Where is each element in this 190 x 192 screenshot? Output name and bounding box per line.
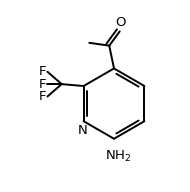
Text: F: F [39,65,47,78]
Text: N: N [78,124,87,137]
Text: O: O [115,16,126,29]
Text: NH$_2$: NH$_2$ [105,149,131,164]
Text: F: F [39,78,47,91]
Text: F: F [39,90,47,103]
